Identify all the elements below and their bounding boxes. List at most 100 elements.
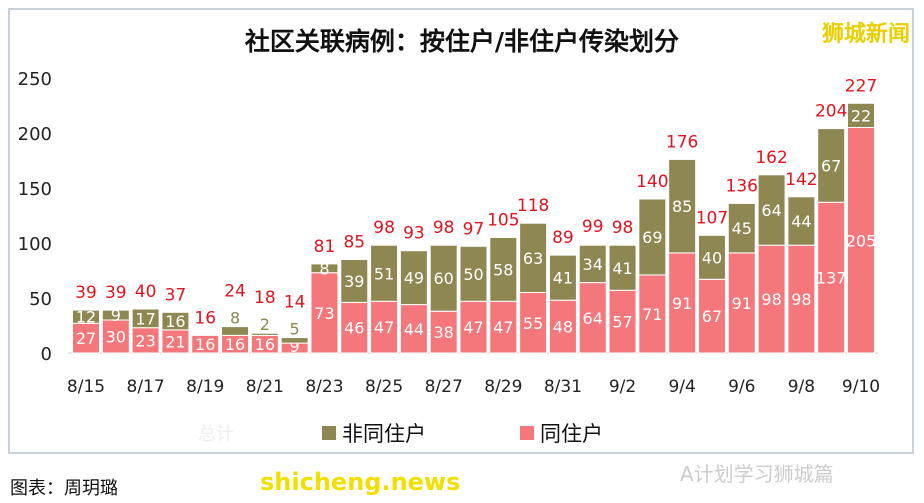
total-label: 81 bbox=[314, 237, 336, 257]
bar-value-label: 51 bbox=[374, 264, 394, 283]
bar-non-household bbox=[72, 309, 100, 324]
bar-value-label: 16 bbox=[255, 335, 275, 354]
bar-household bbox=[519, 292, 548, 354]
x-tick-label: 9/8 bbox=[788, 377, 815, 397]
total-label: 176 bbox=[666, 132, 698, 152]
bar-non-household bbox=[370, 244, 399, 302]
bar-non-household bbox=[757, 174, 786, 246]
bar-value-label: 137 bbox=[816, 269, 847, 288]
x-tick-label: 8/15 bbox=[67, 377, 105, 397]
bar-non-household bbox=[638, 198, 667, 276]
total-label: 24 bbox=[224, 282, 246, 302]
bar-non-household bbox=[787, 196, 816, 246]
x-tick-label: 9/6 bbox=[728, 377, 755, 397]
chart-title: 社区关联病例：按住户/非住户传染划分 bbox=[244, 27, 680, 56]
total-label: 93 bbox=[403, 224, 425, 244]
bar-value-label: 60 bbox=[434, 269, 454, 288]
total-label: 140 bbox=[636, 172, 668, 192]
bar-value-label: 98 bbox=[761, 290, 781, 309]
bar-non-household bbox=[697, 234, 726, 280]
bar-non-household bbox=[459, 245, 488, 302]
bar-value-label: 23 bbox=[135, 331, 155, 350]
bar-household bbox=[370, 300, 399, 354]
bar-household bbox=[847, 127, 875, 354]
bar-value-label: 44 bbox=[404, 320, 424, 339]
bar-value-label: 8 bbox=[319, 259, 329, 278]
total-label: 105 bbox=[487, 211, 519, 231]
bar-value-label: 40 bbox=[702, 248, 722, 267]
bar-household bbox=[727, 252, 756, 354]
x-tick-label: 9/4 bbox=[668, 377, 695, 397]
bar-value-label: 57 bbox=[612, 313, 632, 332]
bar-household bbox=[191, 334, 220, 354]
total-label: 14 bbox=[284, 293, 306, 313]
bar-value-label: 22 bbox=[851, 106, 871, 125]
bar-household bbox=[399, 304, 428, 354]
bar-value-label: 50 bbox=[463, 265, 483, 284]
bar-value-label: 46 bbox=[344, 319, 364, 338]
bar-non-household bbox=[429, 244, 458, 312]
x-tick-label: 8/25 bbox=[365, 377, 403, 397]
bar-value-label: 34 bbox=[583, 255, 603, 274]
total-label: 97 bbox=[463, 219, 485, 239]
total-label: 98 bbox=[433, 218, 455, 238]
bar-value-label: 30 bbox=[106, 328, 126, 347]
bar-value-label: 67 bbox=[821, 156, 841, 175]
total-label: 98 bbox=[612, 218, 634, 238]
bar-value-label: 2 bbox=[260, 315, 270, 334]
bar-household bbox=[697, 278, 726, 354]
y-tick-label: 150 bbox=[18, 179, 52, 200]
bar-value-label: 69 bbox=[642, 228, 662, 247]
bar-value-label: 16 bbox=[165, 312, 185, 331]
bar-value-label: 47 bbox=[493, 318, 513, 337]
bar-household bbox=[489, 300, 518, 354]
bar-household bbox=[429, 310, 458, 354]
legend-swatch bbox=[520, 426, 534, 440]
bar-value-label: 91 bbox=[732, 294, 752, 313]
bar-value-label: 16 bbox=[225, 335, 245, 354]
bar-value-label: 41 bbox=[553, 269, 573, 288]
bar-value-label: 9 bbox=[290, 337, 300, 356]
bar-value-label: 44 bbox=[791, 212, 811, 231]
bar-household bbox=[340, 301, 369, 354]
brand-logo: 狮城新闻 bbox=[821, 22, 910, 47]
bar-non-household bbox=[101, 309, 130, 321]
chart-plot: 0501001502002502712398/15309392317408/17… bbox=[18, 69, 880, 397]
bar-household bbox=[131, 327, 160, 354]
legend-item-non-household: 非同住户 bbox=[322, 418, 426, 448]
bar-value-label: 27 bbox=[76, 329, 96, 348]
y-tick-label: 100 bbox=[18, 234, 52, 255]
bar-value-label: 47 bbox=[463, 318, 483, 337]
bar-non-household bbox=[280, 337, 309, 344]
bar-non-household bbox=[847, 102, 875, 129]
legend-label: 非同住户 bbox=[342, 422, 426, 446]
total-label: 136 bbox=[726, 176, 758, 196]
bar-value-label: 73 bbox=[314, 304, 334, 323]
bar-value-label: 8 bbox=[230, 309, 240, 328]
bar-non-household bbox=[668, 158, 697, 254]
legend-item-household: 同住户 bbox=[520, 418, 603, 448]
bar-non-household bbox=[489, 237, 518, 302]
bar-household bbox=[638, 274, 667, 354]
total-label: 39 bbox=[105, 283, 127, 303]
bar-household bbox=[101, 319, 130, 354]
total-label: 39 bbox=[75, 283, 97, 303]
wechat-watermark: A计划学习狮城篇 bbox=[680, 462, 834, 486]
x-tick-label: 8/23 bbox=[305, 377, 343, 397]
bar-household bbox=[787, 244, 816, 354]
bar-value-label: 98 bbox=[791, 290, 811, 309]
bar-value-label: 205 bbox=[846, 231, 877, 250]
y-tick-label: 0 bbox=[41, 344, 52, 365]
bar-value-label: 71 bbox=[642, 305, 662, 324]
bar-value-label: 9 bbox=[111, 306, 121, 325]
legend-ghost-total: 总计 bbox=[198, 424, 234, 445]
bar-value-label: 91 bbox=[672, 294, 692, 313]
total-label: 40 bbox=[135, 282, 157, 302]
total-label: 227 bbox=[845, 76, 877, 96]
x-tick-label: 8/27 bbox=[425, 377, 463, 397]
bar-household bbox=[817, 201, 846, 354]
total-label: 99 bbox=[582, 217, 604, 237]
site-watermark: shicheng.news bbox=[260, 468, 461, 496]
bar-non-household bbox=[548, 254, 577, 301]
total-label: 204 bbox=[815, 102, 847, 122]
